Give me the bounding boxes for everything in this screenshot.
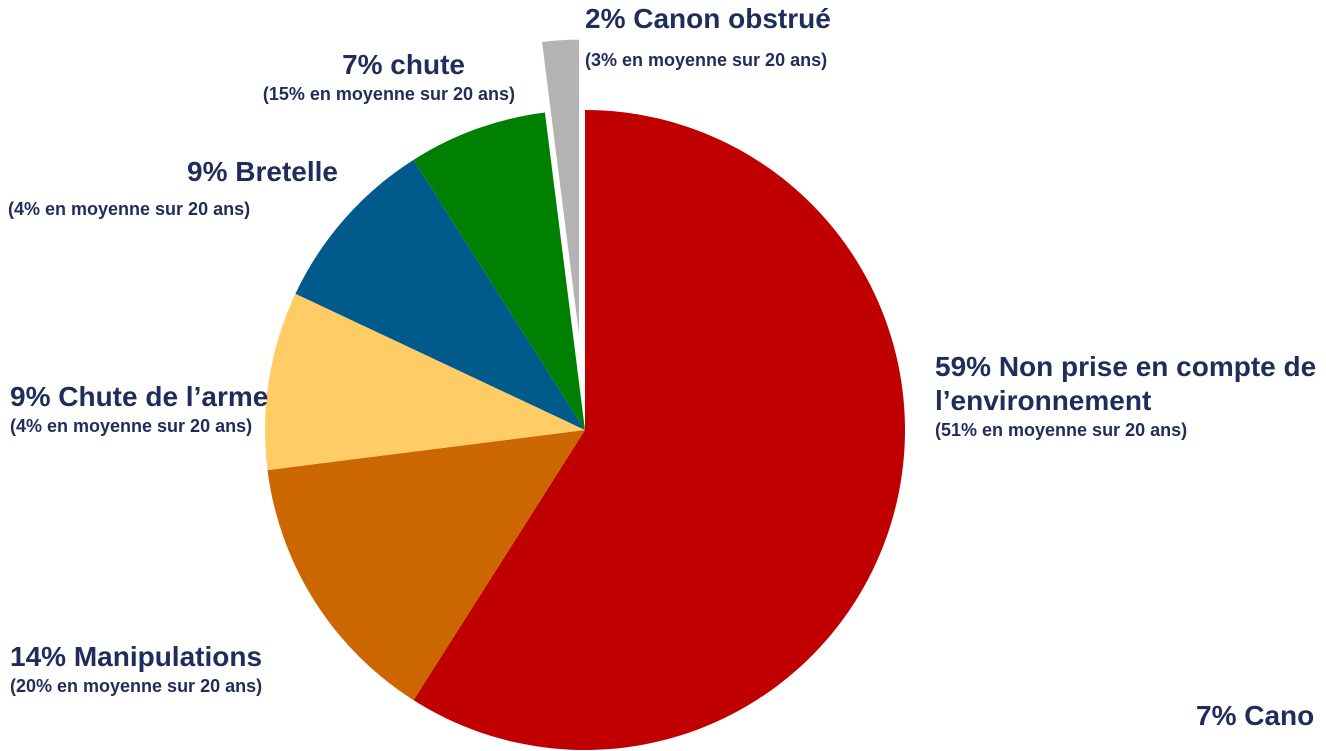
slice-note: (4% en moyenne sur 20 ans) [8,199,251,219]
slice-label: 59% Non prise en compte de l’environneme… [935,350,1326,442]
slice-label: 14% Manipulations (20% en moyenne sur 20 … [10,640,262,698]
slice-name: 9% Chute de l’arme [10,381,269,412]
slice-name: 9% Bretelle [187,156,338,187]
slice [413,112,585,431]
slice [265,293,585,471]
annotation: 7% Cano [1196,700,1315,731]
slice-name: 7% chute [342,49,465,80]
slice-note: (51% en moyenne sur 20 ans) [935,420,1188,440]
slice [295,159,585,430]
slice-name: 59% Non prise en compte de l’environneme… [935,351,1317,416]
slice-note: (3% en moyenne sur 20 ans) [585,50,828,70]
slice-label: 9% Chute de l’arme (4% en moyenne sur 20 … [10,380,268,438]
slice-label: 2% Canon obstrué (3% en moyenne sur 20 an… [585,2,831,72]
slice-note: (15% en moyenne sur 20 ans) [262,84,515,104]
slice-name: 14% Manipulations [10,641,263,672]
slice-name: 2% Canon obstrué [585,3,831,34]
slice [413,110,905,751]
slice-note: (20% en moyenne sur 20 ans) [10,676,263,696]
slice [267,430,585,701]
slice-label: 9% Bretelle (4% en moyenne sur 20 ans) [8,155,338,221]
slice-label: 7% chute (15% en moyenne sur 20 ans) [150,48,515,106]
slice [538,36,582,359]
slice-note: (4% en moyenne sur 20 ans) [10,416,253,436]
